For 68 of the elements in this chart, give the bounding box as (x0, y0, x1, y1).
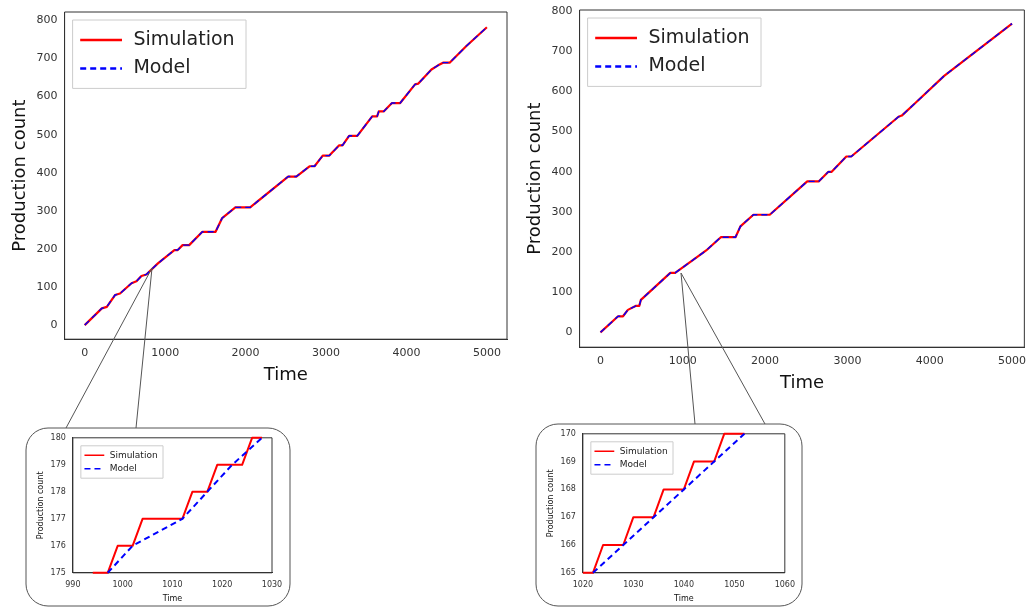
y-tick-label: 169 (560, 456, 576, 466)
y-tick-label: 178 (50, 486, 66, 496)
legend-label: Simulation (109, 449, 158, 460)
y-tick-label: 176 (50, 540, 66, 550)
x-axis-title: Time (673, 594, 694, 604)
y-tick-label: 200 (36, 241, 58, 255)
x-tick-label: 2000 (751, 353, 780, 367)
x-tick-label: 3000 (312, 345, 341, 359)
x-tick-label: 1050 (724, 579, 745, 589)
x-tick-label: 5000 (998, 353, 1026, 367)
y-tick-label: 400 (36, 165, 58, 179)
y-tick-label: 600 (551, 84, 573, 98)
x-tick-label: 3000 (833, 353, 862, 367)
y-tick-label: 800 (36, 13, 58, 27)
y-tick-label: 100 (36, 279, 58, 293)
x-tick-label: 2000 (231, 345, 260, 359)
x-axis-title: Time (161, 594, 183, 604)
x-axis-title: Time (262, 362, 308, 384)
y-axis-title: Production count (35, 471, 45, 540)
y-tick-label: 165 (560, 567, 576, 577)
x-tick-label: 1020 (212, 579, 233, 589)
x-tick-label: 1000 (151, 345, 180, 359)
y-tick-label: 168 (560, 484, 576, 494)
x-tick-label: 1000 (112, 579, 133, 589)
x-tick-label: 1000 (668, 353, 697, 367)
y-axis-title: Production count (523, 102, 545, 255)
y-tick-label: 200 (551, 244, 573, 258)
legend-label: Model (648, 53, 706, 76)
legend-label: Simulation (133, 26, 235, 49)
y-tick-label: 500 (551, 124, 573, 138)
x-tick-label: 1010 (162, 579, 183, 589)
y-tick-label: 400 (551, 164, 573, 178)
y-tick-label: 300 (551, 204, 573, 218)
x-axis-title: Time (778, 370, 824, 392)
x-tick-label: 1030 (623, 579, 644, 589)
x-tick-label: 5000 (472, 345, 501, 359)
y-tick-label: 300 (36, 203, 58, 217)
y-tick-label: 0 (50, 317, 58, 331)
y-tick-label: 500 (36, 127, 58, 141)
x-tick-label: 1030 (261, 579, 283, 589)
y-tick-label: 700 (551, 44, 573, 58)
y-tick-label: 0 (565, 325, 573, 339)
y-tick-label: 175 (50, 567, 66, 577)
x-tick-label: 4000 (392, 345, 421, 359)
legend-label: Simulation (648, 24, 750, 47)
x-tick-label: 1060 (774, 579, 795, 589)
y-tick-label: 177 (50, 513, 66, 523)
y-tick-label: 100 (551, 285, 573, 299)
y-tick-label: 166 (560, 540, 576, 550)
legend-label: Model (133, 55, 191, 78)
y-tick-label: 170 (560, 428, 576, 438)
y-tick-label: 167 (560, 512, 576, 522)
x-tick-label: 4000 (915, 353, 944, 367)
y-tick-label: 700 (36, 51, 58, 65)
y-axis-title: Production count (545, 469, 555, 538)
x-tick-label: 990 (65, 579, 81, 589)
y-tick-label: 600 (36, 89, 58, 103)
x-tick-label: 1040 (673, 579, 695, 589)
x-tick-label: 0 (81, 345, 89, 359)
y-tick-label: 180 (50, 432, 66, 442)
x-tick-label: 1020 (572, 579, 594, 589)
x-tick-label: 0 (597, 353, 604, 367)
y-axis-title: Production count (8, 99, 30, 252)
legend-label: Model (109, 463, 137, 474)
legend-label: Simulation (619, 445, 668, 456)
y-tick-label: 800 (551, 4, 573, 18)
legend-label: Model (619, 459, 647, 470)
y-tick-label: 179 (50, 459, 66, 469)
